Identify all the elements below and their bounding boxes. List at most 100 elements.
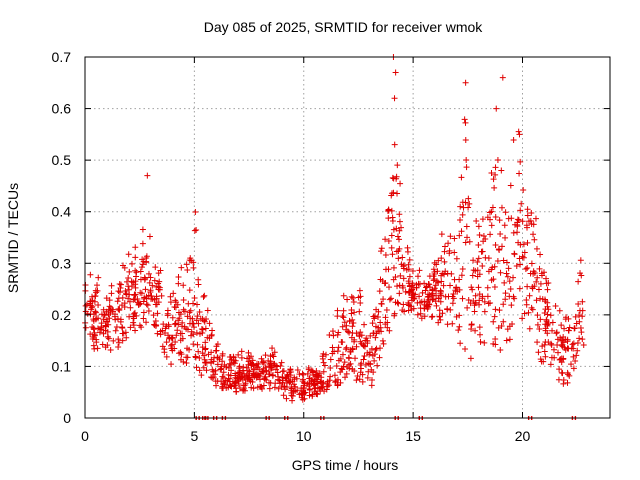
data-point [447, 233, 454, 240]
data-point [169, 341, 176, 348]
data-point [549, 319, 556, 326]
data-point [193, 226, 200, 233]
data-point [151, 277, 158, 284]
data-point [544, 286, 551, 293]
data-point [341, 359, 348, 366]
data-point [409, 282, 416, 289]
data-point [550, 346, 557, 353]
data-point [569, 341, 576, 348]
data-point [235, 369, 242, 376]
data-point [482, 254, 489, 261]
data-point [572, 313, 579, 320]
data-point [396, 236, 403, 243]
data-point [95, 302, 102, 309]
data-point [519, 218, 526, 225]
data-point [141, 274, 148, 281]
data-point [392, 273, 399, 280]
data-point [132, 254, 139, 261]
data-points [82, 54, 587, 404]
data-point [500, 257, 507, 264]
data-point [458, 228, 465, 235]
data-point [451, 249, 458, 256]
data-point [344, 328, 351, 335]
data-point [380, 340, 387, 347]
data-point [408, 287, 415, 294]
data-point [279, 368, 286, 375]
data-point [394, 283, 401, 290]
data-point [350, 319, 357, 326]
data-point [173, 332, 180, 339]
data-point [319, 355, 326, 362]
data-point [363, 335, 370, 342]
data-point [351, 338, 358, 345]
data-point [533, 245, 540, 252]
data-point [386, 284, 393, 291]
data-point [212, 378, 219, 385]
data-point [510, 229, 517, 236]
data-point [492, 306, 499, 313]
data-point [462, 79, 469, 86]
data-point [438, 255, 445, 262]
data-point [321, 362, 328, 369]
data-point [553, 330, 560, 337]
data-point [392, 299, 399, 306]
data-point [576, 335, 583, 342]
data-point [409, 297, 416, 304]
data-point [201, 317, 208, 324]
data-point [558, 322, 565, 329]
y-tick-label: 0.4 [52, 204, 72, 220]
data-point [92, 287, 99, 294]
data-point [516, 131, 523, 138]
data-point [278, 359, 285, 366]
data-point [579, 298, 586, 305]
data-point [452, 287, 459, 294]
data-point [275, 385, 282, 392]
data-point [364, 337, 371, 344]
data-point [541, 341, 548, 348]
data-point [510, 274, 517, 281]
data-point [87, 298, 94, 305]
data-point [283, 395, 290, 402]
data-point [286, 379, 293, 386]
data-point [432, 298, 439, 305]
data-point [525, 309, 532, 316]
y-tick-label: 0.3 [52, 255, 72, 271]
data-point [462, 345, 469, 352]
data-point [353, 343, 360, 350]
data-point [184, 266, 191, 273]
data-point [488, 222, 495, 229]
data-point [568, 361, 575, 368]
data-point [421, 313, 428, 320]
data-point [433, 302, 440, 309]
data-point [498, 243, 505, 250]
data-point [501, 279, 508, 286]
data-point [287, 378, 294, 385]
data-point [173, 299, 180, 306]
data-point [180, 358, 187, 365]
data-point [266, 363, 273, 370]
data-point [378, 248, 385, 255]
data-point [200, 364, 207, 371]
data-point [453, 284, 460, 291]
data-point [236, 363, 243, 370]
data-point [492, 164, 499, 171]
data-point [417, 310, 424, 317]
data-point [140, 298, 147, 305]
data-point [382, 251, 389, 258]
data-point [469, 272, 476, 279]
data-point [459, 295, 466, 302]
data-point [468, 284, 475, 291]
data-point [573, 320, 580, 327]
data-point [246, 354, 253, 361]
data-point [351, 309, 358, 316]
data-point [327, 364, 334, 371]
data-point [434, 268, 441, 275]
y-tick-labels: 0 0.1 0.2 0.3 0.4 0.5 0.6 0.7 [52, 49, 72, 426]
data-point [461, 116, 468, 123]
data-point [320, 379, 327, 386]
data-point [502, 296, 509, 303]
data-point [476, 331, 483, 338]
data-point [172, 339, 179, 346]
data-point [234, 375, 241, 382]
data-point [125, 274, 132, 281]
